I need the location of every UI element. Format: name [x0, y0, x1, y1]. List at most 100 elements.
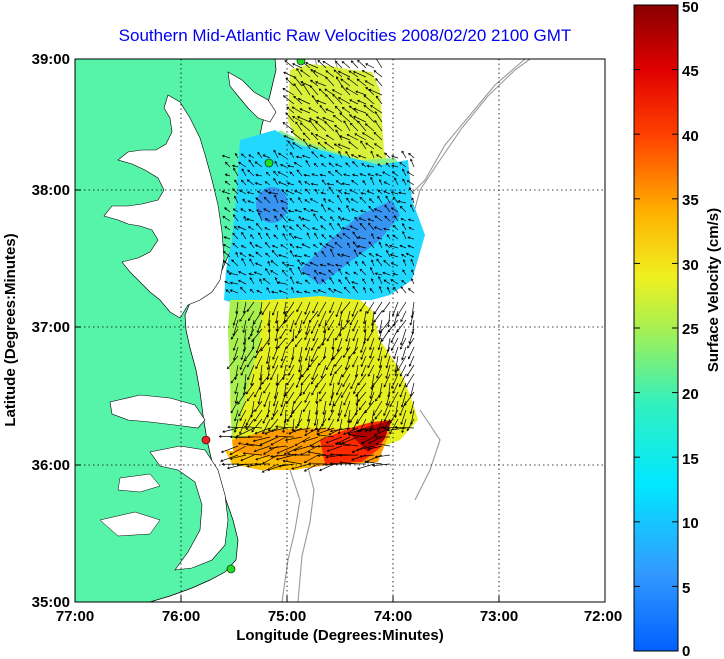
velocity-arrow: [347, 433, 367, 438]
velocity-arrow: [311, 151, 319, 159]
velocity-arrow: [352, 161, 359, 168]
velocity-arrow: [353, 271, 359, 276]
velocity-arrow: [343, 173, 351, 177]
velocity-arrow: [231, 164, 239, 168]
velocity-arrow: [294, 337, 303, 348]
colorbar: [633, 4, 679, 652]
velocity-arrow: [393, 225, 399, 231]
velocity-arrow: [229, 289, 239, 294]
velocity-arrow: [390, 191, 399, 195]
velocity-arrow: [286, 391, 295, 405]
velocity-arrow: [229, 445, 247, 456]
velocity-arrow: [293, 235, 303, 240]
velocity-arrow: [279, 163, 287, 168]
velocity-arrow: [302, 382, 311, 395]
velocity-arrow: [317, 433, 335, 438]
velocity-arrow: [359, 454, 375, 458]
velocity-arrow: [325, 94, 335, 105]
velocity-arrow: [378, 178, 383, 186]
velocity-arrow: [335, 382, 343, 396]
velocity-arrow: [241, 153, 247, 159]
velocity-arrow: [343, 286, 351, 294]
velocity-arrow: [233, 418, 239, 433]
velocity-arrow: [255, 173, 263, 177]
velocity-arrow: [349, 409, 359, 423]
velocity-arrow: [326, 328, 335, 342]
velocity-arrow: [304, 346, 311, 362]
colorbar-tick-label: 5: [682, 580, 690, 597]
velocity-arrow: [315, 121, 327, 132]
velocity-arrow: [338, 150, 343, 159]
velocity-arrow: [399, 337, 407, 350]
pamlico-sound: [149, 445, 229, 571]
velocity-arrow: [325, 70, 335, 78]
velocity-arrow: [246, 418, 255, 431]
velocity-arrow: [330, 400, 335, 413]
velocity-arrow: [243, 425, 263, 429]
velocity-arrow: [237, 279, 247, 285]
velocity-arrow: [275, 425, 295, 429]
velocity-arrow: [303, 208, 311, 213]
velocity-arrow: [402, 230, 407, 240]
velocity-arrow: [246, 191, 255, 195]
velocity-arrow: [370, 278, 375, 285]
velocity-arrow: [389, 244, 399, 249]
velocity-arrow: [271, 244, 279, 249]
velocity-arrow: [368, 241, 375, 249]
velocity-arrow: [262, 154, 271, 159]
velocity-arrow: [340, 85, 351, 96]
velocity-arrow: [310, 337, 319, 351]
velocity-arrow: [295, 281, 303, 285]
radar-station-marker[interactable]: [226, 564, 236, 574]
x-tick-label: 73:00: [480, 608, 518, 625]
radar-station-marker[interactable]: [264, 158, 274, 168]
velocity-arrow: [378, 319, 383, 334]
velocity-arrow: [353, 382, 359, 395]
velocity-arrow: [320, 191, 327, 195]
velocity-arrow: [357, 154, 367, 159]
velocity-arrow: [389, 391, 399, 408]
velocity-arrow: [289, 243, 295, 249]
velocity-arrow: [225, 289, 231, 294]
velocity-arrow: [352, 418, 359, 431]
velocity-arrow: [294, 328, 303, 339]
velocity-arrow: [328, 301, 335, 314]
velocity-arrow: [310, 68, 319, 78]
velocity-arrow: [319, 242, 327, 249]
velocity-arrow: [361, 260, 367, 267]
velocity-arrow: [338, 189, 343, 195]
velocity-arrow: [304, 337, 311, 351]
velocity-arrow: [306, 232, 311, 240]
velocity-arrow: [360, 191, 367, 195]
velocity-arrow: [304, 427, 319, 436]
velocity-arrow: [268, 418, 279, 432]
velocity-arrow: [334, 442, 351, 447]
velocity-arrow: [407, 346, 415, 360]
velocity-arrow: [328, 154, 335, 159]
velocity-arrow: [256, 319, 263, 334]
velocity-arrow: [321, 250, 327, 258]
velocity-arrow: [401, 418, 407, 434]
velocity-arrow: [373, 70, 383, 78]
velocity-arrow: [408, 152, 415, 159]
radar-station-marker[interactable]: [296, 57, 306, 66]
velocity-arrow: [321, 279, 327, 285]
velocity-arrow: [271, 290, 279, 294]
velocity-arrow: [373, 208, 383, 213]
velocity-arrow: [232, 208, 239, 213]
velocity-arrow: [254, 346, 263, 359]
velocity-arrow: [318, 382, 327, 395]
velocity-arrow: [358, 400, 367, 411]
velocity-arrow: [374, 435, 390, 439]
velocity-arrow: [357, 373, 367, 386]
velocity-arrow: [353, 249, 359, 258]
radar-station-marker[interactable]: [201, 435, 211, 445]
velocity-arrow: [239, 355, 247, 371]
colorbar-tick-label: 40: [682, 128, 699, 145]
velocity-arrow: [259, 436, 279, 446]
velocity-arrow: [222, 260, 231, 267]
velocity-arrow: [259, 278, 263, 285]
velocity-arrow: [232, 242, 239, 249]
velocity-arrow: [350, 198, 359, 204]
colorbar-tick-label: 30: [682, 257, 699, 274]
